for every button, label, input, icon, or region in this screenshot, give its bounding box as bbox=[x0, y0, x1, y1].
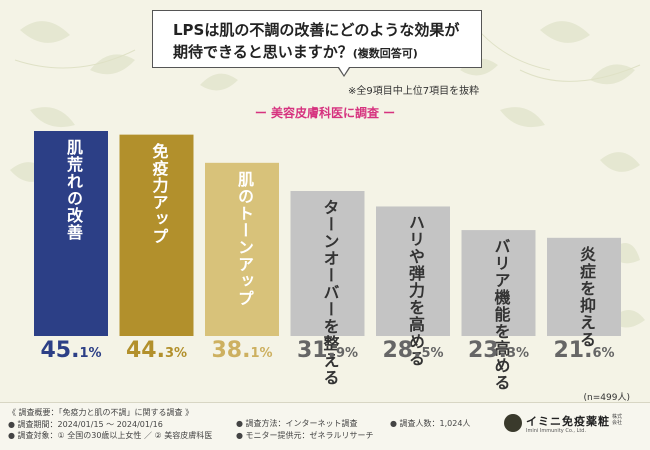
survey-subtitle: ー 美容皮膚科医に調査 ー bbox=[254, 106, 396, 120]
value-label-3: 38.1% bbox=[205, 338, 279, 363]
value-label-decimal-4: 9% bbox=[335, 346, 359, 361]
question-callout: LPSは肌の不調の改善にどのような効果が 期待できると思いますか？(複数回答可) bbox=[152, 10, 482, 77]
footer-col-1: 《 調査概要：「免疫力と肌の不調」に関する調査 》 ● 調査期間：2024/01… bbox=[8, 407, 212, 442]
bar-7 bbox=[547, 237, 621, 336]
company-name: イミニ免疫薬粧 bbox=[526, 415, 610, 428]
question-line-2: 期待できると思いますか？(複数回答可) bbox=[173, 41, 418, 62]
bar-label-7: 炎症を抑える bbox=[577, 245, 596, 348]
value-label-whole-3: 38. bbox=[211, 338, 251, 363]
company-logo-icon bbox=[504, 414, 522, 432]
bar-6 bbox=[461, 230, 536, 336]
bar-label-5: ハリや弾力を高める bbox=[406, 214, 425, 368]
callout-tail-inner bbox=[339, 67, 349, 75]
question-main-2: 期待できると思いますか？ bbox=[173, 43, 353, 61]
footer-col-3: ● 調査人数：1,024人 bbox=[390, 418, 470, 430]
value-label-decimal-1: 1% bbox=[79, 346, 102, 361]
bar-label-2: 免疫力アップ bbox=[149, 142, 169, 245]
value-label-decimal-5: 5% bbox=[421, 346, 444, 361]
bar-label-4: ターンオーバーを整える bbox=[320, 199, 340, 386]
value-label-6: 23.3% bbox=[462, 338, 536, 363]
value-label-decimal-3: 1% bbox=[250, 346, 273, 361]
bar-4 bbox=[290, 191, 365, 336]
value-label-whole-7: 21. bbox=[553, 338, 593, 363]
value-label-decimal-7: 6% bbox=[592, 346, 615, 361]
question-line-1: LPSは肌の不調の改善にどのような効果が bbox=[173, 21, 460, 39]
bar-label-1: 肌荒れの改善 bbox=[64, 139, 83, 241]
bar-2 bbox=[119, 134, 194, 336]
value-label-4: 31.9% bbox=[291, 338, 365, 363]
sample-size: (n=499人) bbox=[583, 393, 630, 403]
value-label-7: 21.6% bbox=[547, 338, 621, 363]
survey-target: ● 調査対象：① 全国の30歳以上女性 ／ ② 美容皮膚科医 bbox=[8, 431, 213, 440]
value-label-2: 44.3% bbox=[120, 338, 194, 363]
survey-respondents: ● 調査人数：1,024人 bbox=[390, 419, 471, 428]
footer-col-2: ● 調査方法：インターネット調査 ● モニター提供元：ゼネラルリサーチ bbox=[236, 418, 374, 441]
value-label-whole-4: 31. bbox=[296, 338, 336, 363]
company-name-en: Imini Immunity Co., Ltd. bbox=[526, 428, 587, 434]
bar-3 bbox=[205, 162, 279, 336]
survey-overview: 《 調査概要：「免疫力と肌の不調」に関する調査 》 bbox=[8, 408, 194, 417]
company-corp-label: 株式会社 bbox=[612, 414, 623, 426]
value-label-decimal-2: 3% bbox=[164, 346, 188, 361]
question-multiple-answer: (複数回答可) bbox=[352, 47, 418, 60]
bar-label-3: 肌のトーンアップ bbox=[235, 170, 254, 307]
value-label-whole-6: 23. bbox=[467, 338, 507, 363]
survey-method: ● 調査方法：インターネット調査 bbox=[236, 419, 358, 428]
survey-period: ● 調査期間：2024/01/15 ～ 2024/01/16 bbox=[8, 419, 163, 429]
value-label-whole-2: 44. bbox=[125, 338, 165, 363]
value-label-whole-1: 45. bbox=[40, 338, 80, 363]
excerpt-note: ※全9項目中上位7項目を抜粋 bbox=[348, 86, 480, 97]
value-label-1: 45.1% bbox=[34, 338, 108, 363]
value-label-decimal-6: 3% bbox=[506, 346, 530, 361]
bar-1 bbox=[34, 131, 108, 336]
bar-label-6: バリア機能を高める bbox=[491, 238, 511, 392]
value-label-whole-5: 28. bbox=[382, 338, 422, 363]
survey-provider: ● モニター提供元：ゼネラルリサーチ bbox=[236, 430, 374, 440]
survey-footer bbox=[0, 402, 650, 450]
value-label-5: 28.5% bbox=[376, 338, 450, 363]
bar-5 bbox=[376, 206, 450, 336]
